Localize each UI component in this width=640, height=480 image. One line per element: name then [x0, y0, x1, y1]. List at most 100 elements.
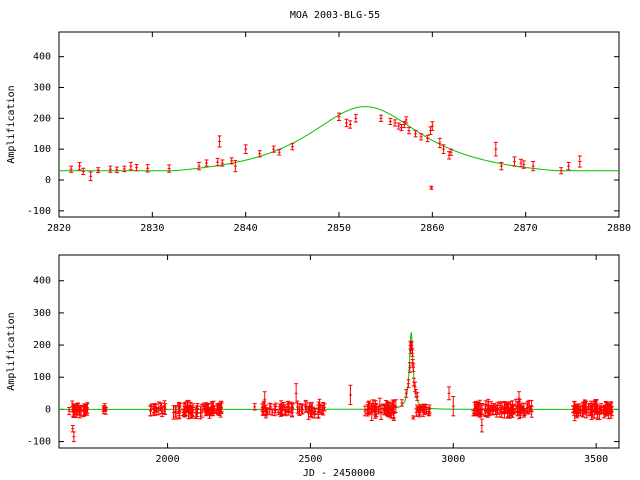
data-point [281, 401, 286, 411]
data-point [425, 134, 430, 142]
data-point [252, 403, 257, 411]
data-point [379, 404, 384, 420]
data-point [154, 406, 159, 416]
data-point [583, 401, 588, 414]
x-tick-label: 2880 [607, 223, 631, 234]
data-point [411, 363, 416, 372]
data-point [495, 401, 500, 415]
data-point [521, 160, 526, 169]
data-point [512, 156, 517, 167]
panel-2: -100 0 100 200 300 400 2000 2500 3000 3500 Amplifi… [6, 254, 620, 479]
panel-1: -100 0 100 200 300 400 2820 2830 2840 2850 2860 287… [6, 31, 631, 234]
data-point [217, 135, 222, 148]
data-point [198, 405, 203, 420]
data-point [479, 418, 484, 433]
data-point [529, 405, 534, 418]
data-point [171, 405, 176, 420]
data-point [577, 155, 582, 168]
data-point [233, 160, 238, 173]
x-tick-label: 3000 [441, 454, 465, 465]
data-point [604, 408, 609, 416]
data-point [414, 404, 419, 410]
data-point [477, 403, 482, 418]
data-point [348, 384, 353, 406]
data-point [407, 362, 412, 373]
data-point [429, 185, 434, 190]
chart-title: MOA 2003-BLG-55 [290, 10, 380, 21]
data-point [243, 144, 248, 154]
data-point [409, 341, 414, 349]
data-point [413, 130, 418, 138]
data-point [490, 404, 495, 415]
data-point [344, 118, 349, 128]
data-point [267, 402, 272, 415]
data-point [427, 408, 432, 416]
y-tick-label: 300 [33, 83, 51, 94]
data-point [504, 404, 509, 414]
data-point [299, 403, 304, 411]
y-tick-label: 200 [33, 340, 51, 351]
data-point [114, 166, 119, 174]
data-point [531, 161, 536, 172]
data-point [160, 406, 165, 418]
data-point [410, 349, 415, 357]
data-point [313, 407, 318, 416]
data-point [601, 405, 606, 414]
data-point [134, 164, 139, 172]
data-point [122, 165, 127, 173]
data-point [257, 150, 262, 158]
data-point [430, 121, 435, 131]
data-point [437, 137, 442, 149]
data-point [363, 405, 368, 417]
data-point [128, 161, 133, 171]
data-point [183, 409, 188, 417]
plot-frame [58, 254, 620, 449]
data-point [108, 165, 113, 173]
data-point [513, 398, 518, 414]
data-point [306, 406, 311, 420]
data-point [77, 161, 82, 171]
x-tick-label: 2000 [156, 454, 180, 465]
data-point [483, 403, 488, 418]
data-point [404, 116, 409, 124]
data-point [406, 379, 411, 389]
data-point [145, 164, 150, 173]
data-point [410, 359, 415, 367]
data-point [96, 167, 101, 174]
data-point [391, 399, 396, 414]
y-tick-label: 0 [45, 175, 51, 186]
data-point [218, 400, 223, 414]
x-tick-label: 2840 [234, 223, 258, 234]
data-point [365, 409, 370, 417]
data-point [285, 400, 290, 412]
data-point [174, 406, 179, 420]
data-point [451, 396, 456, 417]
data-point [216, 404, 221, 416]
x-tick-label: 2850 [327, 223, 351, 234]
data-point [393, 119, 397, 127]
data-point [309, 406, 314, 418]
data-point [599, 403, 604, 412]
data-point [402, 120, 407, 129]
x-tick-label: 2820 [47, 223, 71, 234]
data-point [290, 403, 295, 417]
data-point [497, 402, 502, 418]
data-point [316, 401, 321, 415]
data-point [449, 148, 453, 156]
y-tick-label: 400 [33, 276, 51, 287]
x-tick-label: 2500 [298, 454, 322, 465]
chart-panels: -100 0 100 200 300 400 2820 2830 2840 2850 2860 287… [6, 31, 631, 479]
y-tick-label: 400 [33, 52, 51, 63]
plot-frame [58, 31, 620, 218]
data-point [407, 127, 411, 135]
data-point [294, 383, 299, 404]
data-point [229, 157, 234, 165]
data-point [415, 392, 420, 401]
data-point [396, 122, 401, 130]
data-point [322, 403, 327, 412]
data-point [593, 399, 598, 413]
data-point [197, 161, 201, 171]
data-point [102, 403, 107, 411]
y-tick-label: 0 [45, 404, 51, 415]
data-point [220, 159, 225, 167]
